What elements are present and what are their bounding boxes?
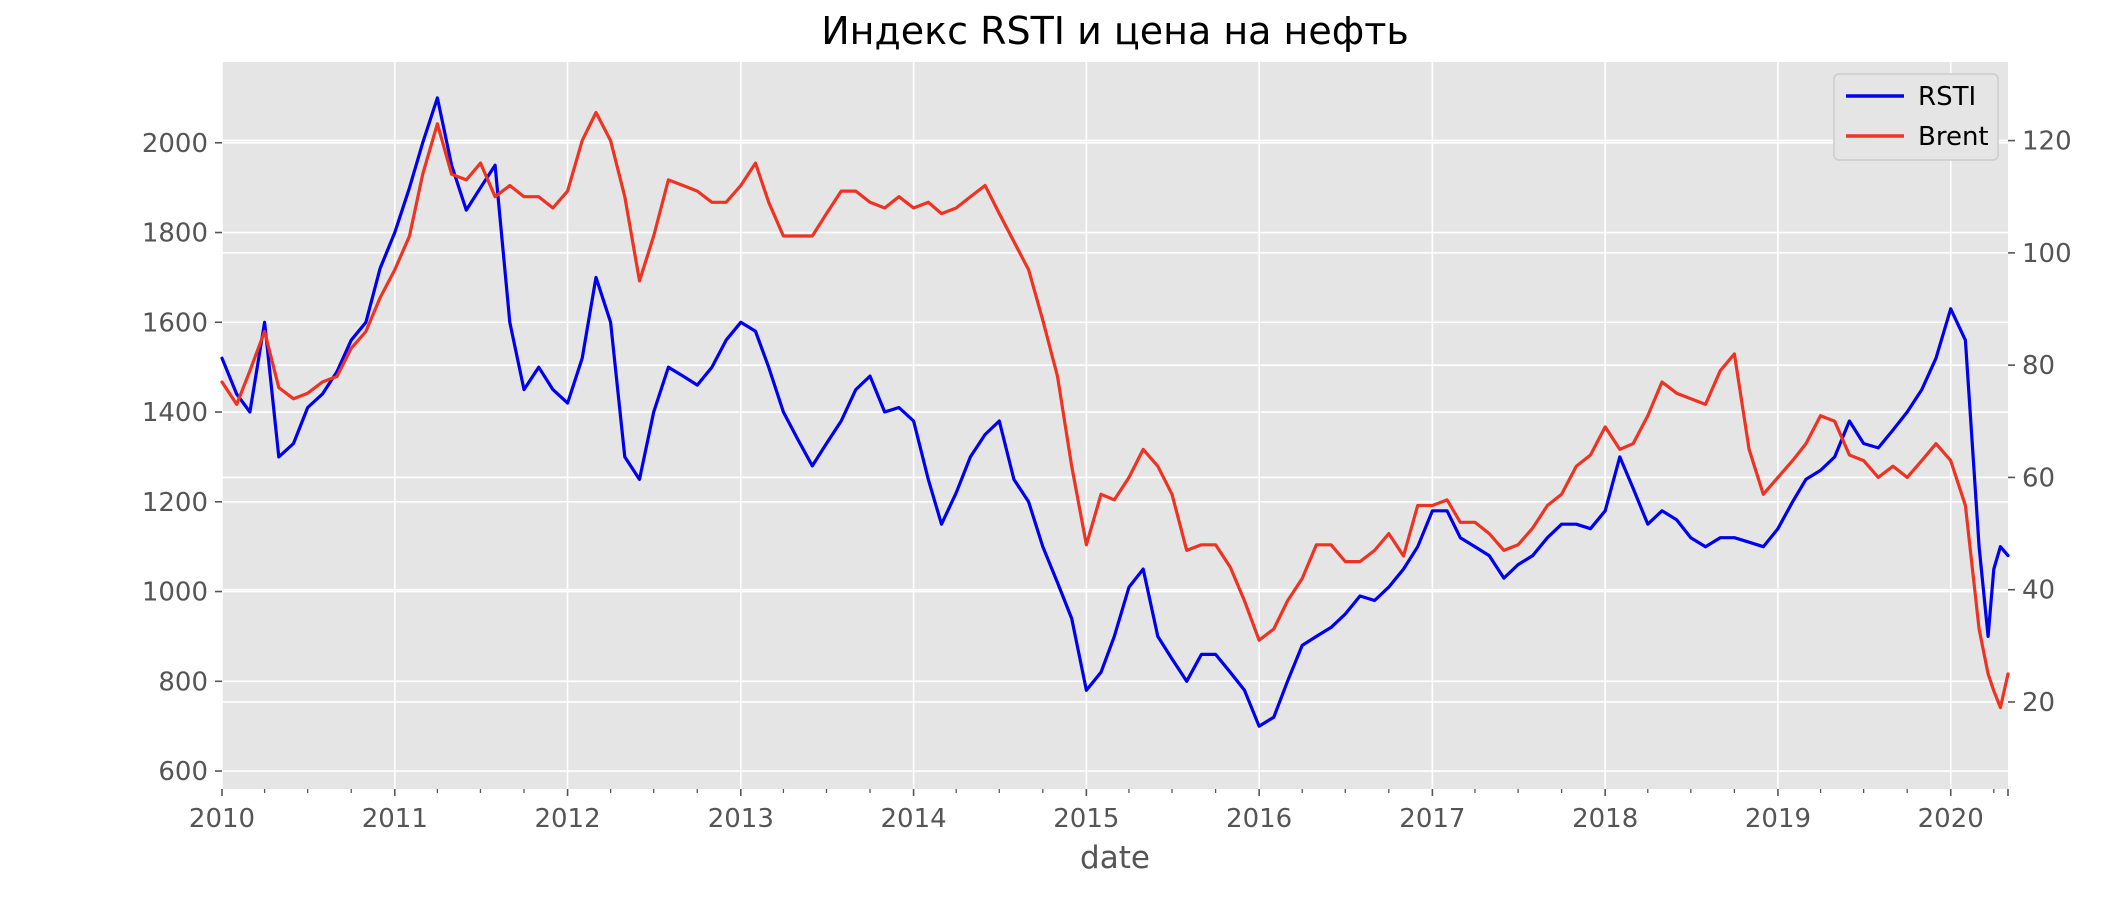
- y-tick-label-right: 60: [2022, 463, 2055, 493]
- x-tick-label: 2011: [362, 804, 428, 834]
- series-layer: [220, 96, 2010, 728]
- series-line-brent: [220, 110, 2010, 710]
- x-tick-label: 2015: [1053, 804, 1119, 834]
- legend-label-rsti: RSTI: [1918, 82, 1976, 112]
- x-axis-label: date: [1080, 840, 1150, 876]
- x-tick-label: 2013: [708, 804, 774, 834]
- y-tick-label-left: 800: [158, 667, 208, 697]
- y-tick-label-left: 2000: [142, 129, 208, 159]
- chart-title: Индекс RSTI и цена на нефть: [821, 9, 1409, 53]
- x-tick-label: 2020: [1918, 804, 1984, 834]
- x-tick-label: 2017: [1399, 804, 1465, 834]
- y-tick-label-left: 1000: [142, 578, 208, 608]
- x-tick-label: 2019: [1745, 804, 1811, 834]
- y-tick-label-left: 1800: [142, 219, 208, 249]
- series-line-rsti: [220, 96, 2010, 728]
- y-tick-label-right: 100: [2022, 239, 2072, 269]
- x-tick-label: 2010: [189, 804, 255, 834]
- legend-label-brent: Brent: [1918, 122, 1989, 152]
- grid: [221, 62, 2008, 789]
- y-tick-label-left: 1200: [142, 488, 208, 518]
- x-tick-label: 2014: [880, 804, 946, 834]
- y-tick-label-right: 80: [2022, 351, 2055, 381]
- y-tick-label-right: 120: [2022, 127, 2072, 157]
- x-tick-label: 2016: [1226, 804, 1292, 834]
- y-tick-label-right: 20: [2022, 688, 2055, 718]
- y-tick-label-left: 600: [158, 757, 208, 787]
- x-tick-label: 2018: [1572, 804, 1638, 834]
- plot-area: [222, 62, 2008, 789]
- x-tick-label: 2012: [534, 804, 600, 834]
- y-tick-label-right: 40: [2022, 576, 2055, 606]
- legend: RSTI Brent: [1833, 73, 1999, 161]
- y-tick-label-left: 1600: [142, 308, 208, 338]
- y-tick-label-left: 1400: [142, 398, 208, 428]
- axes: 2010 2011 2012 2013 2014 2015 2016 2017 2018 2019…: [142, 127, 2072, 834]
